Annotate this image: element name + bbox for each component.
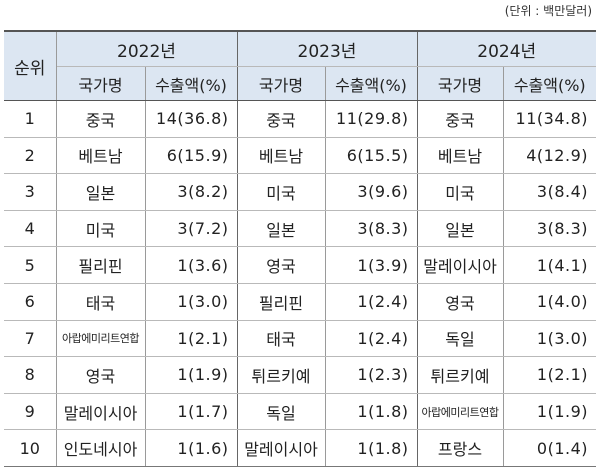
unit-note: (단위 : 백만달러) <box>504 4 592 18</box>
amount-cell-2023: 11(29.8) <box>325 100 418 138</box>
amount-cell-2024: 3(8.3) <box>503 210 596 248</box>
table-row: 5 필리핀 1(3.6) 영국 1(3.9) 말레이시아 1(4.1) <box>4 246 596 284</box>
table-row: 7 아랍에미리트연합 1(2.1) 태국 1(2.4) 독일 1(3.0) <box>4 320 596 358</box>
table-row: 10 인도네시아 1(1.6) 말레이시아 1(1.8) 프랑스 0(1.4) <box>4 429 596 467</box>
amount-cell-2022: 1(1.9) <box>145 356 238 394</box>
amount-header: 수출액(%) <box>325 66 418 101</box>
rank-cell: 2 <box>4 137 57 175</box>
country-cell-2023: 튀르키예 <box>237 356 326 394</box>
rank-cell: 5 <box>4 246 57 284</box>
rank-cell: 7 <box>4 320 57 358</box>
country-cell-2023: 태국 <box>237 320 326 358</box>
country-cell-2024: 일본 <box>417 210 504 248</box>
country-cell-2023: 일본 <box>237 210 326 248</box>
country-cell-2023: 영국 <box>237 246 326 284</box>
rank-cell: 10 <box>4 429 57 467</box>
country-cell-2022: 영국 <box>56 356 146 394</box>
amount-cell-2023: 3(8.3) <box>325 210 418 248</box>
year-header-row: 순위 2022년 2023년 2024년 <box>4 30 596 101</box>
country-cell-2023: 미국 <box>237 173 326 211</box>
table-row: 6 태국 1(3.0) 필리핀 1(2.4) 영국 1(4.0) <box>4 283 596 321</box>
amount-cell-2022: 3(8.2) <box>145 173 238 211</box>
country-cell-2024: 프랑스 <box>417 429 504 467</box>
amount-cell-2022: 1(3.0) <box>145 283 238 321</box>
amount-cell-2022: 1(1.7) <box>145 393 238 431</box>
country-cell-2022: 인도네시아 <box>56 429 146 467</box>
amount-header: 수출액(%) <box>503 66 596 101</box>
country-cell-2024: 아랍에미리트연합 <box>417 393 504 431</box>
table-row: 4 미국 3(7.2) 일본 3(8.3) 일본 3(8.3) <box>4 210 596 248</box>
amount-cell-2023: 6(15.5) <box>325 137 418 175</box>
amount-cell-2022: 1(1.6) <box>145 429 238 467</box>
country-cell-2022: 아랍에미리트연합 <box>56 320 146 358</box>
country-cell-2023: 중국 <box>237 100 326 138</box>
country-header: 국가명 <box>417 66 504 101</box>
amount-cell-2024: 3(8.4) <box>503 173 596 211</box>
country-cell-2024: 말레이시아 <box>417 246 504 284</box>
amount-cell-2023: 1(1.8) <box>325 393 418 431</box>
amount-cell-2022: 6(15.9) <box>145 137 238 175</box>
table-row: 8 영국 1(1.9) 튀르키예 1(2.3) 튀르키예 1(2.1) <box>4 356 596 394</box>
amount-cell-2023: 1(2.3) <box>325 356 418 394</box>
year-header-2024: 2024년 <box>417 30 596 67</box>
amount-cell-2022: 1(2.1) <box>145 320 238 358</box>
amount-cell-2023: 1(1.8) <box>325 429 418 467</box>
amount-cell-2024: 1(3.0) <box>503 320 596 358</box>
rank-cell: 3 <box>4 173 57 211</box>
country-cell-2024: 중국 <box>417 100 504 138</box>
country-cell-2024: 베트남 <box>417 137 504 175</box>
amount-cell-2024: 1(4.0) <box>503 283 596 321</box>
amount-header: 수출액(%) <box>145 66 238 101</box>
amount-cell-2022: 14(36.8) <box>145 100 238 138</box>
country-cell-2022: 일본 <box>56 173 146 211</box>
country-cell-2024: 영국 <box>417 283 504 321</box>
amount-cell-2023: 1(3.9) <box>325 246 418 284</box>
rank-cell: 6 <box>4 283 57 321</box>
country-cell-2022: 필리핀 <box>56 246 146 284</box>
amount-cell-2022: 3(7.2) <box>145 210 238 248</box>
year-header-2022: 2022년 <box>56 30 238 67</box>
country-cell-2022: 베트남 <box>56 137 146 175</box>
column-header-row: 국가명 수출액(%) 국가명 수출액(%) 국가명 수출액(%) <box>4 66 596 101</box>
country-cell-2022: 태국 <box>56 283 146 321</box>
rank-cell: 4 <box>4 210 57 248</box>
country-header: 국가명 <box>56 66 146 101</box>
country-cell-2022: 미국 <box>56 210 146 248</box>
amount-cell-2024: 1(2.1) <box>503 356 596 394</box>
amount-cell-2023: 1(2.4) <box>325 283 418 321</box>
country-cell-2022: 말레이시아 <box>56 393 146 431</box>
year-header-2023: 2023년 <box>237 30 418 67</box>
table-row: 2 베트남 6(15.9) 베트남 6(15.5) 베트남 4(12.9) <box>4 137 596 175</box>
table-row: 1 중국 14(36.8) 중국 11(29.8) 중국 11(34.8) <box>4 100 596 138</box>
country-cell-2024: 독일 <box>417 320 504 358</box>
country-cell-2022: 중국 <box>56 100 146 138</box>
amount-cell-2024: 1(4.1) <box>503 246 596 284</box>
rank-cell: 9 <box>4 393 57 431</box>
rank-header: 순위 <box>4 30 57 101</box>
rank-cell: 1 <box>4 100 57 138</box>
amount-cell-2024: 0(1.4) <box>503 429 596 467</box>
rank-cell: 8 <box>4 356 57 394</box>
amount-cell-2022: 1(3.6) <box>145 246 238 284</box>
country-header: 국가명 <box>237 66 326 101</box>
amount-cell-2024: 4(12.9) <box>503 137 596 175</box>
country-cell-2023: 독일 <box>237 393 326 431</box>
amount-cell-2024: 1(1.9) <box>503 393 596 431</box>
country-cell-2024: 튀르키예 <box>417 356 504 394</box>
country-cell-2024: 미국 <box>417 173 504 211</box>
table-row: 9 말레이시아 1(1.7) 독일 1(1.8) 아랍에미리트연합 1(1.9) <box>4 393 596 431</box>
export-ranking-table: 순위 2022년 2023년 2024년 국가명 수출액(%) 국가명 수출액(… <box>4 30 596 467</box>
amount-cell-2023: 3(9.6) <box>325 173 418 211</box>
country-cell-2023: 필리핀 <box>237 283 326 321</box>
amount-cell-2024: 11(34.8) <box>503 100 596 138</box>
country-cell-2023: 말레이시아 <box>237 429 326 467</box>
country-cell-2023: 베트남 <box>237 137 326 175</box>
amount-cell-2023: 1(2.4) <box>325 320 418 358</box>
table-row: 3 일본 3(8.2) 미국 3(9.6) 미국 3(8.4) <box>4 173 596 211</box>
